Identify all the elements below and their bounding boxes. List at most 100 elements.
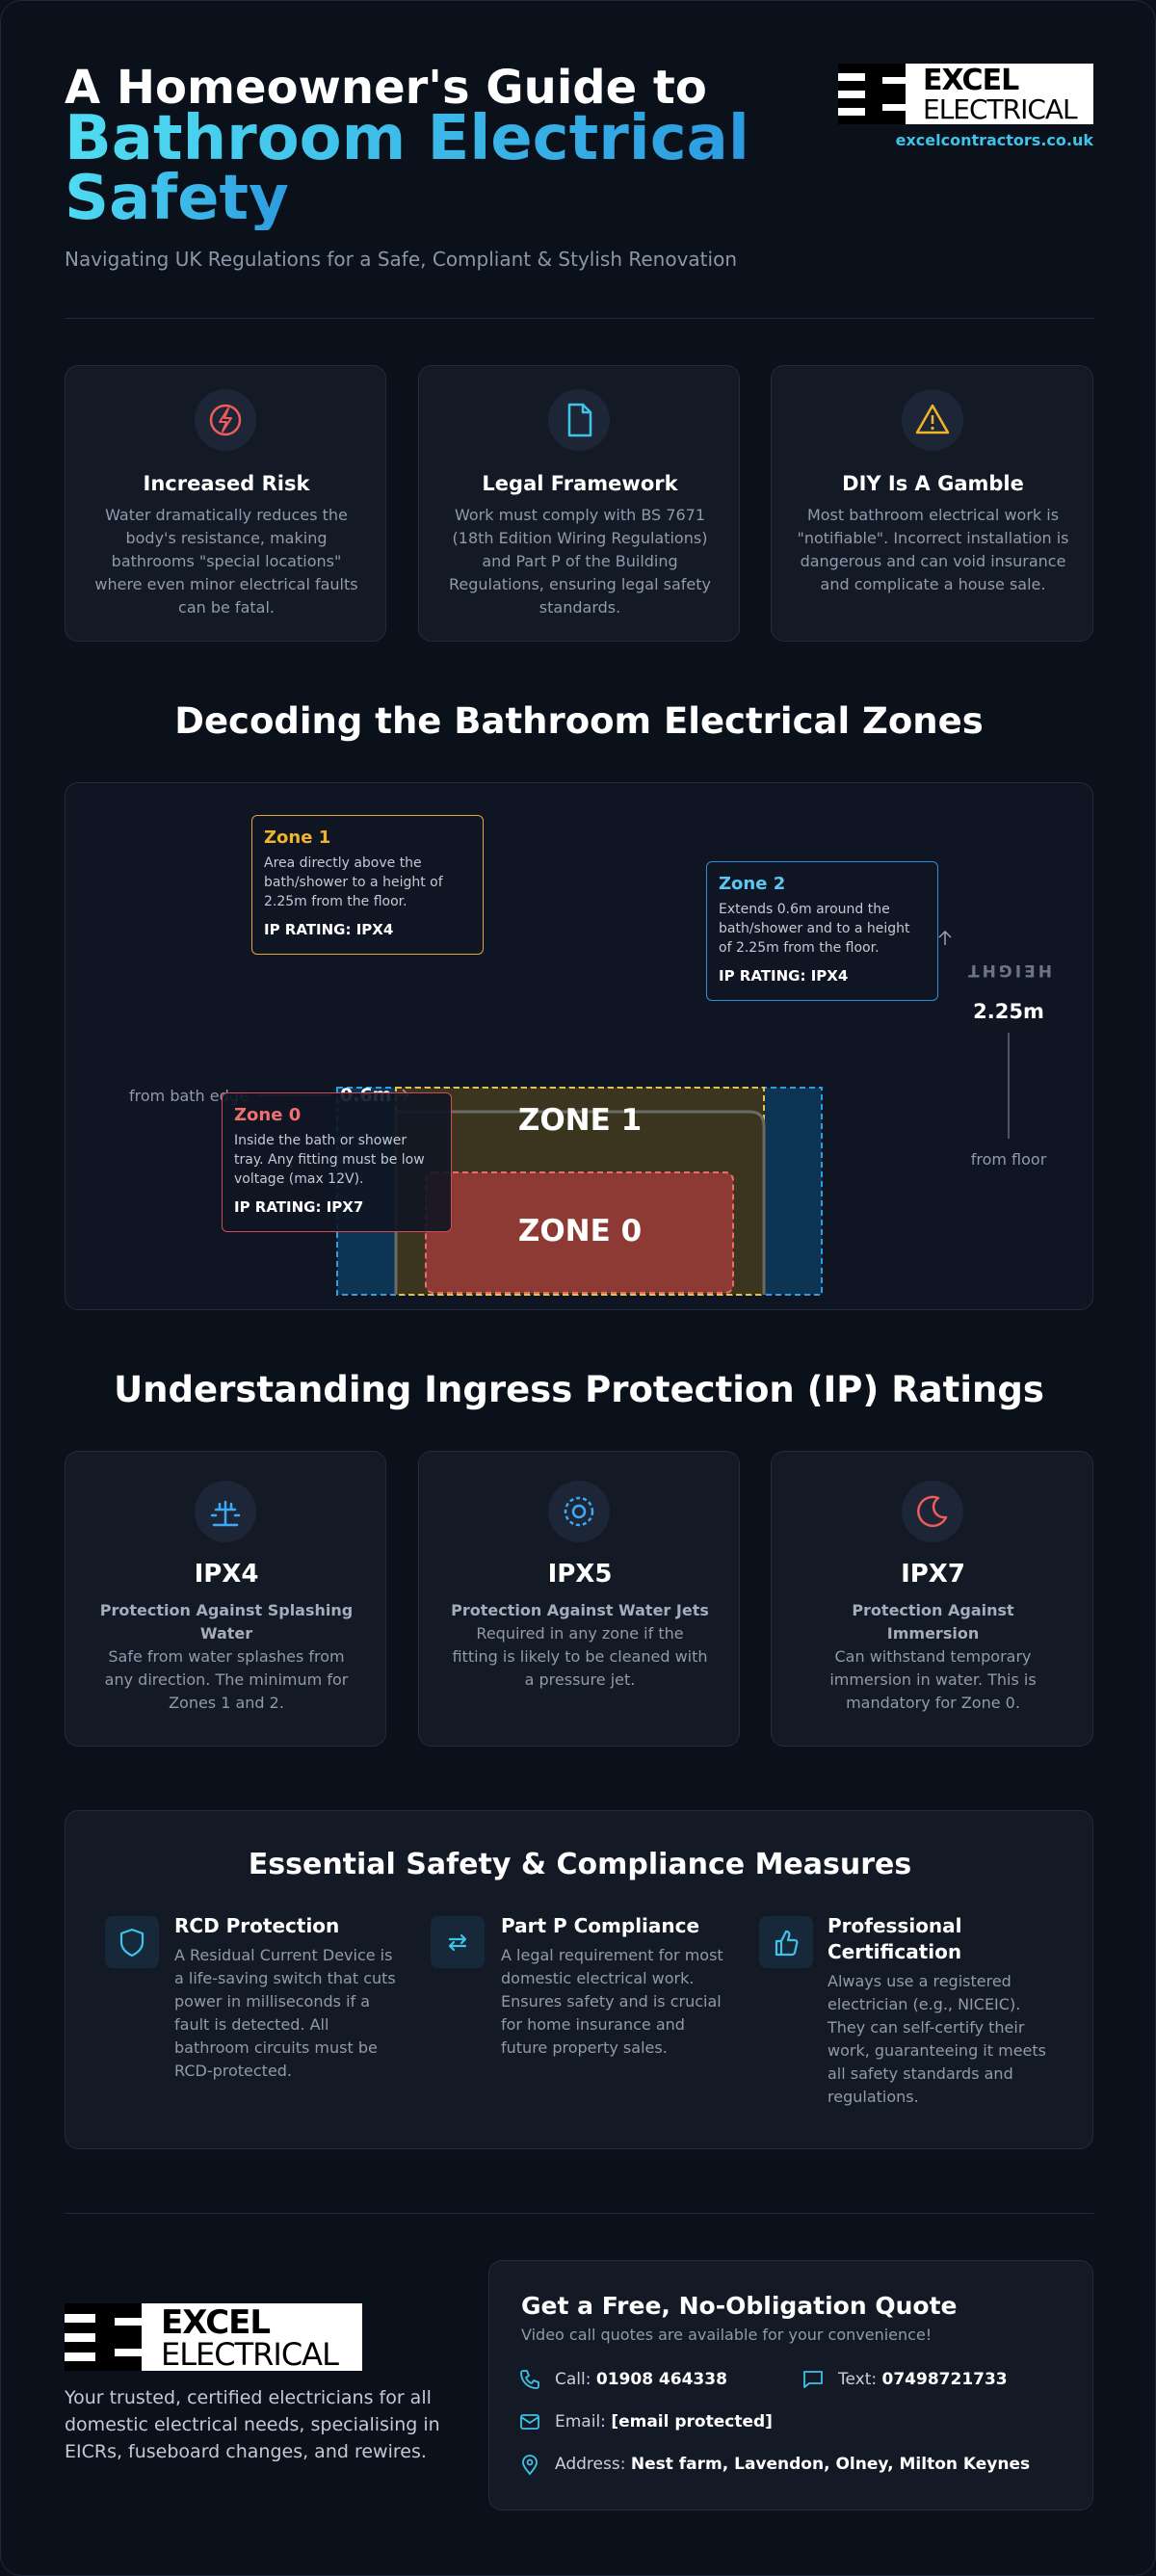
intro-card: DIY Is A Gamble Most bathroom electrical… [771,365,1093,642]
contact-text[interactable]: Text: 07498721733 [838,2370,1008,2389]
section-heading: Essential Safety & Compliance Measures [248,1848,912,1881]
document-icon [567,403,592,437]
measure-title: RCD Protection [174,1914,340,1937]
measure-text: Always use a registered electrician (e.g… [828,1972,1046,2106]
ip-card: IPX7 Protection Against Immersion Can wi… [771,1451,1093,1747]
callout-title: Zone 2 [719,874,786,894]
zone-label: ZONE 0 [517,1214,643,1249]
ip-code: IPX5 [547,1560,613,1589]
logo[interactable]: EXCEL ELECTRICAL [838,64,1093,124]
measure-title: Part P Compliance [501,1914,700,1937]
icon-circle [195,1481,256,1542]
logo-word-2: ELECTRICAL [923,93,1078,124]
ip-title: Protection Against Water Jets [451,1601,709,1619]
shield-icon [119,1928,144,1958]
phone-icon [520,2370,539,2389]
zones-panel: ZONE 1 ZONE 0 0.6m from bath edge HEIGHT… [65,782,1093,1310]
zone-label: ZONE 1 [517,1103,643,1138]
contact-email[interactable]: Email: [email protected] [555,2412,773,2431]
quote-title: Get a Free, No-Obligation Quote [521,2292,958,2320]
message-icon [803,2371,823,2388]
email-icon [520,2414,539,2430]
tagline: Your trusted, certified electricians for… [65,2387,440,2462]
contact-call[interactable]: Call: 01908 464338 [555,2370,727,2389]
measure-caption: from bath edge [129,1087,249,1105]
section-heading: Understanding Ingress Protection (IP) Ra… [114,1369,1044,1410]
height-measure: 2.25m [973,1000,1044,1023]
location-icon [522,2455,538,2476]
risk-icon [209,404,242,436]
measure-title: Professional Certification [828,1914,962,1963]
card-title: DIY Is A Gamble [842,472,1024,495]
height-label: HEIGHT [965,960,1052,980]
intro-card: Legal Framework Work must comply with BS… [418,365,740,642]
icon-box [759,1916,813,1968]
callout-text: Inside the bath or shower tray. Any fitt… [234,1133,425,1187]
jet-icon [564,1496,594,1527]
ip-code: IPX7 [901,1560,965,1589]
card-text: Most bathroom electrical work is "notifi… [797,506,1069,593]
callout-title: Zone 0 [234,1105,302,1125]
thumb-icon [775,1930,799,1957]
zone-callout: Zone 2 Extends 0.6m around the bath/show… [706,861,938,1001]
icon-circle [548,1481,610,1542]
icon-circle [548,389,610,451]
ip-title: Protection Against Immersion [852,1601,1014,1643]
measures-panel: Essential Safety & Compliance Measures R… [65,1810,1093,2149]
zone-callout: Zone 1 Area directly above the bath/show… [251,815,484,955]
card-title: Increased Risk [143,472,310,495]
icon-circle [195,389,256,451]
logo-word-1: EXCEL [923,64,1019,97]
ip-code: IPX4 [194,1560,259,1589]
intro-card: Increased Risk Water dramatically reduce… [65,365,386,642]
callout-rating: IP RATING: IPX7 [234,1198,364,1216]
contact-label: Email: [555,2412,606,2431]
logo-mark [838,64,906,124]
callout-rating: IP RATING: IPX4 [264,921,394,938]
icon-circle [901,389,963,451]
contact-label: Address: [555,2455,626,2474]
shower-icon [210,1500,241,1527]
divider [65,2213,1093,2214]
callout-text: Area directly above the bath/shower to a… [264,855,443,909]
contact-label: Call: [555,2370,591,2389]
card-title: Legal Framework [482,472,678,495]
logo-word-2: ELECTRICAL [161,2336,339,2371]
ip-text: Safe from water splashes from any direct… [104,1647,349,1712]
ip-text: Can withstand temporary immersion in wat… [829,1647,1037,1712]
logo[interactable]: EXCEL ELECTRICAL [65,2303,362,2371]
warning-icon [915,404,949,434]
measure-text: A legal requirement for most domestic el… [501,1946,723,2057]
contact-label: Text: [838,2370,878,2389]
zones-diagram [256,930,1010,1296]
contact-value: Nest farm, Lavendon, Olney, Milton Keyne… [630,2455,1031,2474]
title-line-3: Safety [65,163,289,234]
callout-title: Zone 1 [264,828,331,848]
contact-value: 01908 464338 [595,2370,727,2389]
immersion-icon [916,1495,947,1528]
logo-word-1: EXCEL [161,2303,271,2342]
divider [65,318,1093,319]
subtitle: Navigating UK Regulations for a Safe, Co… [65,248,737,271]
section-heading: Decoding the Bathroom Electrical Zones [174,700,984,742]
ip-text: Required in any zone if the fitting is l… [452,1624,708,1689]
card-text: Work must comply with BS 7671 (18th Edit… [449,506,711,617]
title-line-2: Bathroom Electrical [65,103,749,174]
callout-text: Extends 0.6m around the bath/shower and … [719,902,910,956]
zone-callout: Zone 0 Inside the bath or shower tray. A… [222,1092,452,1232]
icon-box [105,1916,159,1968]
title-line-1: A Homeowner's Guide to [65,61,707,115]
website-link[interactable]: excelcontractors.co.uk [895,131,1093,149]
contact-address: Address: Nest farm, Lavendon, Olney, Mil… [555,2455,1030,2474]
quote-panel: Get a Free, No-Obligation Quote Video ca… [488,2260,1093,2510]
icon-box [431,1916,485,1968]
ip-card: IPX5 Protection Against Water Jets Requi… [418,1451,740,1747]
measure-text: A Residual Current Device is a life-savi… [174,1946,396,2080]
exchange-icon [448,1933,467,1952]
logo-mark [65,2303,142,2371]
card-text: Water dramatically reduces the body's re… [94,506,358,617]
contact-value: 07498721733 [881,2370,1008,2389]
